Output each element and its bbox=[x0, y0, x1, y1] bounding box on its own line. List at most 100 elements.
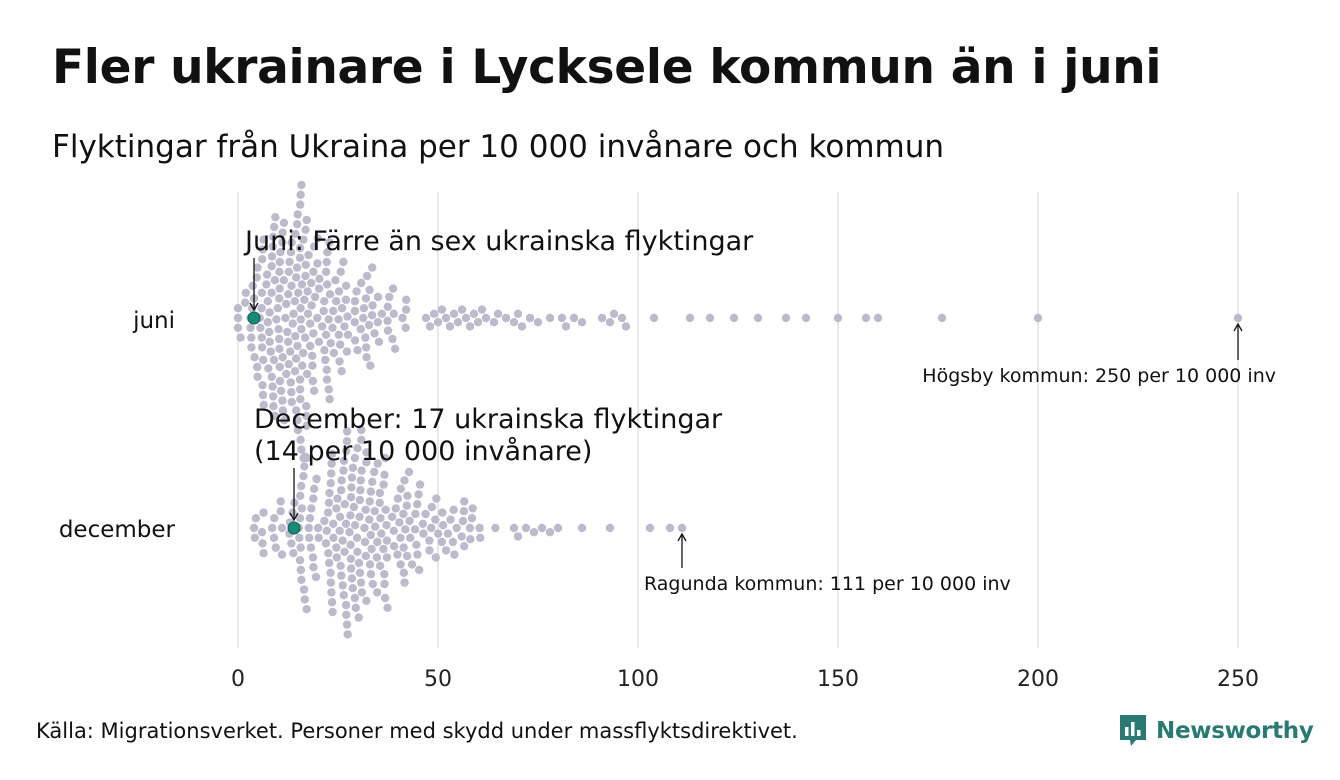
data-point bbox=[337, 571, 346, 580]
data-point bbox=[248, 281, 257, 290]
data-point bbox=[370, 507, 379, 516]
data-point bbox=[343, 630, 352, 639]
data-point bbox=[443, 529, 453, 538]
data-point bbox=[569, 313, 579, 323]
data-point bbox=[419, 529, 428, 538]
data-point bbox=[302, 411, 311, 421]
data-point bbox=[335, 512, 345, 521]
data-point bbox=[324, 549, 333, 558]
data-point bbox=[266, 347, 275, 356]
data-point bbox=[305, 319, 315, 328]
data-point bbox=[371, 522, 380, 531]
data-point bbox=[323, 248, 332, 257]
data-point bbox=[403, 491, 412, 500]
data-point bbox=[270, 276, 279, 285]
data-point bbox=[342, 427, 352, 436]
data-point bbox=[314, 533, 323, 542]
data-point bbox=[353, 547, 362, 556]
data-point bbox=[369, 467, 379, 477]
data-point bbox=[293, 416, 302, 425]
data-point bbox=[649, 313, 659, 323]
data-point bbox=[337, 304, 347, 313]
data-point bbox=[359, 304, 369, 313]
data-point bbox=[380, 470, 389, 479]
data-point bbox=[329, 533, 338, 542]
data-point bbox=[324, 315, 333, 324]
data-point bbox=[320, 346, 329, 355]
data-point bbox=[309, 386, 319, 395]
data-point bbox=[298, 361, 307, 370]
data-point bbox=[352, 533, 362, 542]
data-point bbox=[373, 292, 383, 302]
annotation-juni-highlight: Juni: Färre än sex ukrainska flyktingar bbox=[243, 226, 754, 257]
data-point bbox=[276, 507, 285, 516]
data-point bbox=[296, 304, 305, 313]
data-point bbox=[314, 337, 324, 346]
data-point bbox=[269, 402, 278, 411]
data-point bbox=[379, 480, 388, 489]
data-point bbox=[545, 313, 555, 323]
data-point bbox=[259, 549, 268, 558]
data-point bbox=[545, 528, 555, 537]
data-point bbox=[247, 333, 256, 342]
data-point bbox=[276, 386, 286, 395]
data-point bbox=[280, 416, 289, 425]
data-point bbox=[389, 309, 398, 318]
data-point bbox=[274, 334, 284, 344]
data-point bbox=[293, 425, 303, 435]
data-point bbox=[360, 537, 370, 547]
data-point bbox=[525, 313, 535, 323]
data-point bbox=[313, 313, 322, 323]
data-point bbox=[361, 505, 370, 514]
x-tick-label: 150 bbox=[817, 667, 859, 692]
data-point bbox=[937, 313, 947, 323]
data-point bbox=[343, 312, 352, 321]
data-point bbox=[324, 498, 334, 507]
data-point bbox=[295, 514, 305, 523]
data-point bbox=[729, 313, 739, 323]
data-point bbox=[399, 509, 408, 519]
data-point bbox=[377, 309, 387, 318]
data-point bbox=[287, 388, 296, 397]
data-point bbox=[332, 543, 341, 552]
data-point bbox=[277, 550, 287, 559]
data-point bbox=[336, 267, 345, 276]
data-point bbox=[577, 523, 587, 533]
data-point bbox=[509, 318, 519, 327]
data-point bbox=[278, 228, 287, 237]
data-point bbox=[481, 313, 491, 323]
data-point bbox=[286, 378, 295, 387]
data-point bbox=[308, 553, 318, 562]
arrow-juni-highlight-head bbox=[249, 302, 259, 312]
data-point bbox=[269, 355, 279, 365]
data-point bbox=[233, 313, 243, 323]
data-point bbox=[476, 533, 485, 542]
data-point bbox=[441, 546, 451, 555]
data-point bbox=[267, 262, 276, 271]
data-point bbox=[295, 533, 304, 542]
data-point bbox=[299, 472, 308, 481]
data-point bbox=[833, 313, 843, 323]
data-point bbox=[325, 395, 334, 404]
data-point bbox=[685, 313, 695, 323]
data-point bbox=[290, 367, 300, 376]
data-point bbox=[441, 313, 451, 323]
data-point bbox=[380, 593, 390, 603]
beeswarm-chart: 0 50 100 150 200 250 juni december Juni: Färr… bbox=[59, 180, 1276, 692]
data-point bbox=[257, 528, 267, 537]
x-axis-ticks: 0 50 100 150 200 250 bbox=[231, 667, 1259, 692]
data-point bbox=[350, 593, 360, 603]
data-point bbox=[577, 318, 587, 327]
data-point bbox=[257, 343, 267, 352]
data-point bbox=[348, 584, 357, 593]
data-point bbox=[294, 288, 303, 297]
data-point bbox=[340, 547, 349, 556]
data-point bbox=[533, 318, 543, 327]
data-point bbox=[327, 598, 337, 607]
data-point bbox=[262, 280, 271, 289]
x-tick-label: 200 bbox=[1017, 667, 1059, 692]
data-point bbox=[259, 355, 268, 365]
data-point bbox=[362, 448, 371, 457]
data-point bbox=[308, 361, 317, 370]
data-point bbox=[873, 313, 883, 323]
